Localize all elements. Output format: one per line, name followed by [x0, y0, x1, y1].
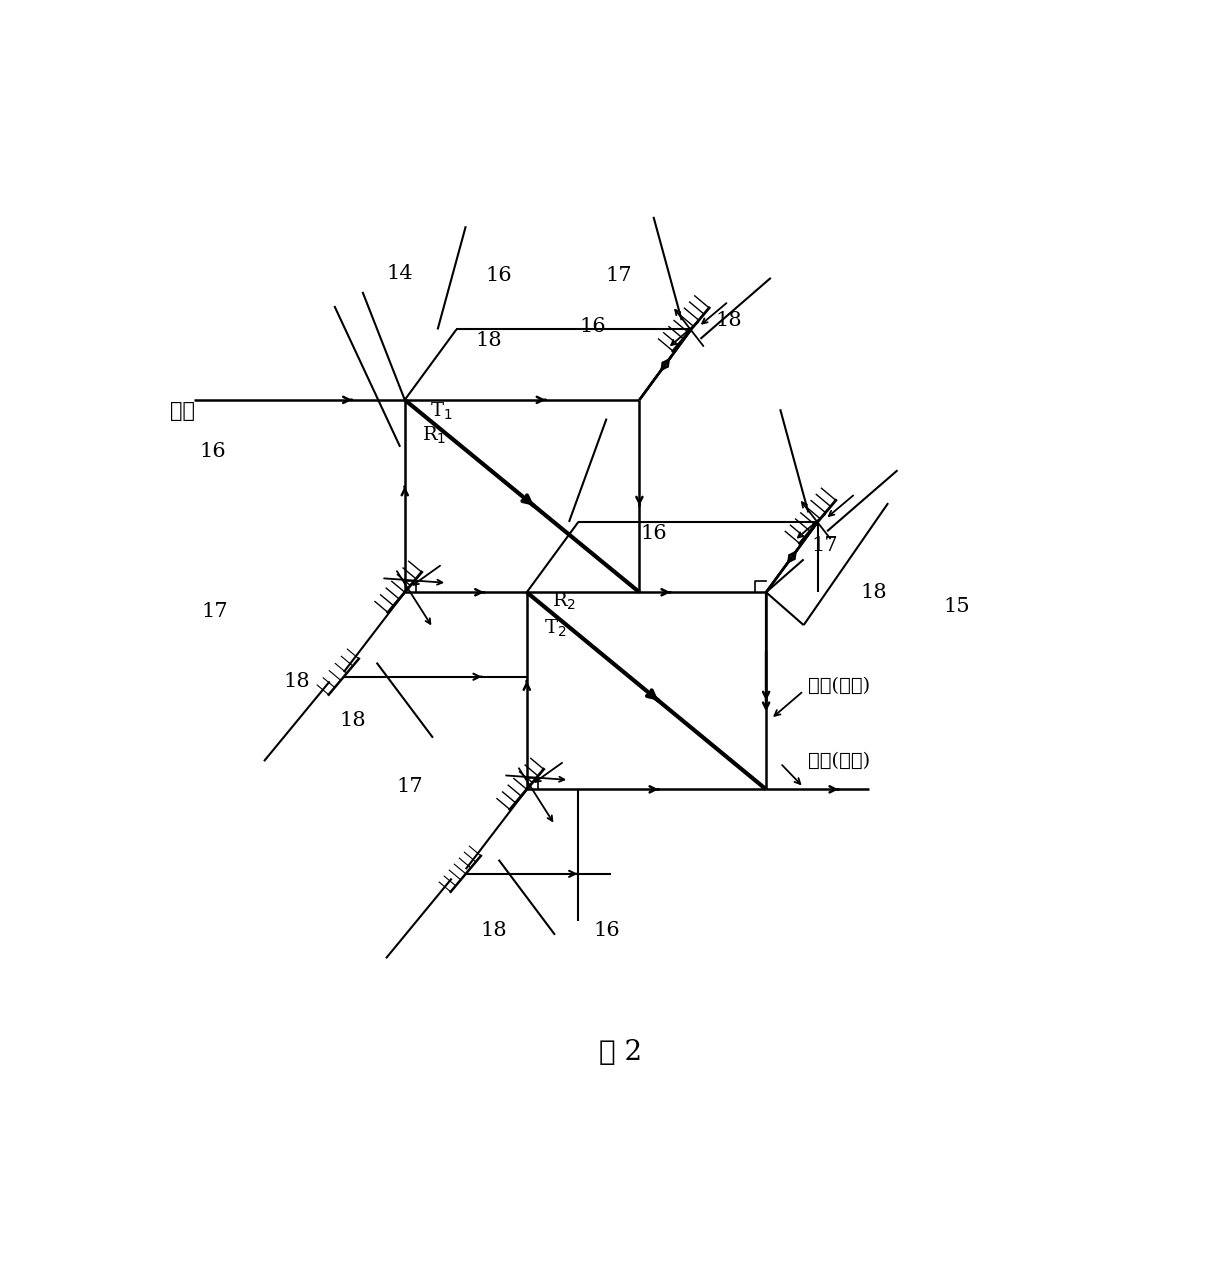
Text: 17: 17 [606, 265, 632, 284]
Text: 输入: 输入 [170, 402, 195, 421]
Text: 17: 17 [396, 776, 423, 796]
Text: R$_1$: R$_1$ [421, 425, 446, 446]
Text: 14: 14 [386, 264, 413, 283]
Text: 18: 18 [716, 311, 742, 329]
Text: 输出(奇路): 输出(奇路) [809, 752, 871, 770]
Text: 16: 16 [199, 442, 225, 462]
Text: 16: 16 [579, 317, 606, 337]
Text: 18: 18 [861, 583, 888, 602]
Text: 17: 17 [811, 536, 838, 555]
Text: 16: 16 [486, 265, 512, 284]
Text: 图 2: 图 2 [599, 1039, 642, 1066]
Text: 16: 16 [593, 921, 620, 940]
Text: 18: 18 [476, 332, 503, 351]
Text: 18: 18 [340, 711, 367, 731]
Text: R$_2$: R$_2$ [552, 592, 576, 612]
Text: T$_2$: T$_2$ [544, 617, 566, 639]
Text: 输出(偶路): 输出(偶路) [809, 677, 871, 695]
Text: 18: 18 [283, 672, 310, 691]
Text: T$_1$: T$_1$ [430, 400, 453, 422]
Text: 18: 18 [481, 921, 507, 940]
Text: 16: 16 [641, 524, 667, 543]
Text: 15: 15 [943, 597, 970, 616]
Text: 17: 17 [202, 602, 229, 621]
